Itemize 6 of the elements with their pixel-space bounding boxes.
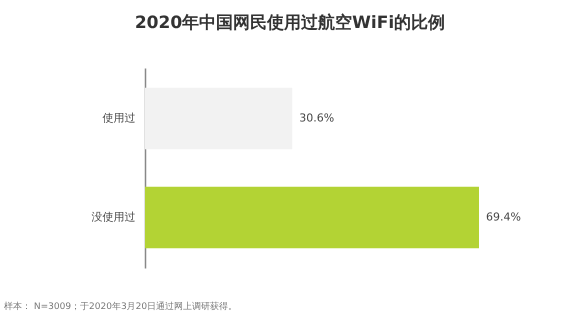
y-tick-label: 使用过 xyxy=(102,111,136,124)
text: 样本： N=3009；于2020年3月20日通过网上调研获得。 xyxy=(4,300,238,313)
data-label: 30.6% xyxy=(299,111,334,124)
chart-title: 2020年中国网民使用过航空WiFi的比例 xyxy=(134,13,446,33)
data-label: 69.4% xyxy=(486,210,521,224)
y-tick-label: 没使用过 xyxy=(92,210,136,224)
